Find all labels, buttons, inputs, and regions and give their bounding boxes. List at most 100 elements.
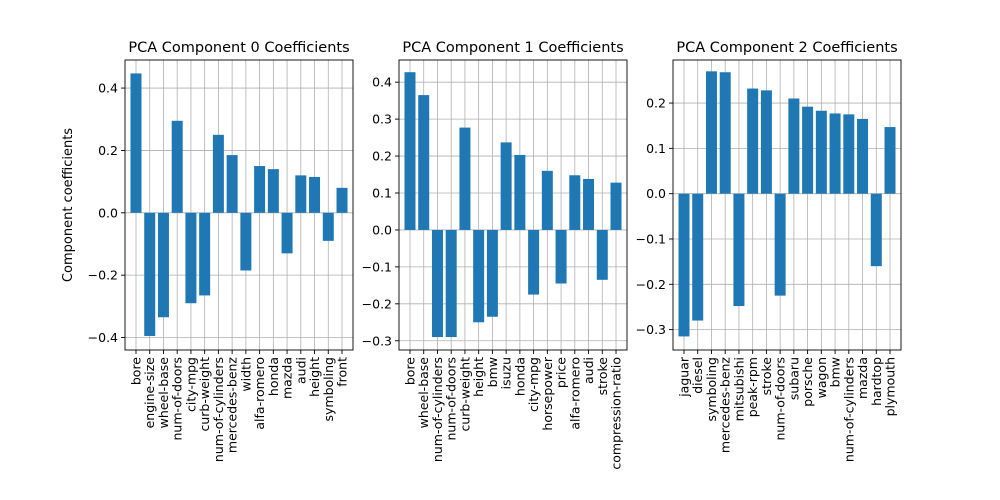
x-tick-label: width: [238, 357, 253, 391]
x-tick-label: price: [554, 357, 569, 388]
bar-height: [309, 176, 321, 213]
chart-panel-2: −0.3 −0.2 −0.1 0.0 0.1 0.2 jaguardieselsymboli…: [636, 40, 902, 462]
x-tick-label: honda: [512, 357, 527, 396]
y-tick-label: 0.2: [98, 143, 118, 158]
bar-num-of-doors: [171, 120, 183, 213]
bar-honda: [514, 154, 526, 230]
x-tick-label: jaguar: [676, 356, 691, 398]
bar-num-of-cylinders: [843, 114, 855, 194]
x-tick-label: num-of-cylinders: [211, 357, 226, 462]
bar-plymouth: [884, 127, 896, 194]
y-tick-label: 0.0: [372, 222, 392, 237]
bar-bore: [404, 72, 416, 230]
x-tick-label: mazda: [855, 357, 870, 399]
y-tick-label: 0.0: [98, 205, 118, 220]
bar-mazda: [281, 212, 293, 254]
y-tick-label: −0.2: [636, 277, 666, 292]
x-tick-label: wheel-base: [416, 357, 431, 429]
x-tick-label: curb-weight: [457, 357, 472, 432]
x-tick-label: city-mpg: [183, 357, 198, 412]
x-tick-label: mitsubishi: [731, 357, 746, 421]
bar-num-of-doors: [445, 229, 457, 338]
x-tick-label: front: [335, 357, 350, 387]
x-tick-label: peak-rpm: [745, 357, 760, 417]
chart-panel-1: −0.3 −0.2 −0.1 0.0 0.1 0.2 0.3 0.4 borewheel-bas…: [362, 40, 628, 470]
bar-city-mpg: [528, 229, 540, 295]
bar-width: [240, 212, 252, 271]
x-tick-label: num-of-doors: [170, 357, 185, 441]
x-tick-label: mercedes-benz: [718, 357, 733, 453]
bar-compression-ratio: [610, 182, 622, 230]
y-tick-label: 0.1: [646, 141, 666, 156]
x-tick-label: subaru: [786, 357, 801, 400]
axes-frame: [398, 59, 628, 351]
chart-title: PCA Component 2 Coefficients: [676, 40, 897, 56]
y-tick-label: −0.3: [636, 322, 666, 337]
bar-curb-weight: [199, 212, 211, 296]
x-tick-label: compression-ratio: [609, 357, 624, 470]
bar-num-of-cylinders: [431, 229, 443, 338]
x-tick-label: engine-size: [142, 357, 157, 429]
bar-jaguar: [678, 193, 690, 337]
bar-diesel: [692, 193, 704, 321]
bar-peak-rpm: [747, 88, 759, 194]
bar-price: [555, 229, 567, 284]
x-tick-label: audi: [293, 357, 308, 384]
bar-city-mpg: [185, 212, 197, 304]
bar-isuzu: [500, 142, 512, 230]
bar-audi: [583, 178, 595, 230]
bar-symboling: [322, 212, 334, 241]
y-tick-label: −0.2: [362, 296, 392, 311]
x-tick-label: num-of-doors: [444, 357, 459, 441]
x-tick-label: num-of-doors: [773, 357, 788, 441]
bar-stroke: [596, 229, 608, 280]
bar-alfa-romero: [569, 175, 581, 230]
bar-bmw: [829, 113, 841, 194]
bar-bmw: [486, 229, 498, 317]
x-tick-label: wheel-base: [156, 357, 171, 429]
y-tick-label: −0.4: [88, 330, 118, 345]
x-tick-label: alfa-romero: [567, 357, 582, 430]
bar-alfa-romero: [254, 166, 266, 213]
bar-height: [473, 229, 485, 323]
bar-wheel-base: [157, 212, 169, 318]
bar-mazda: [857, 118, 869, 194]
y-tick-label: 0.0: [646, 186, 666, 201]
bar-porsche: [802, 106, 814, 194]
x-tick-label: horsepower: [540, 356, 555, 430]
x-tick-label: plymouth: [883, 357, 898, 416]
x-tick-label: audi: [581, 357, 596, 384]
bar-curb-weight: [459, 127, 471, 230]
axes-frame: [124, 59, 354, 351]
y-tick-label: 0.4: [98, 81, 118, 96]
x-tick-label: honda: [266, 357, 281, 396]
y-tick-label: 0.2: [646, 96, 666, 111]
bar-mercedes-benz: [719, 72, 731, 194]
x-tick-label: symboling: [321, 357, 336, 421]
bar-num-of-cylinders: [212, 134, 224, 213]
chart-title: PCA Component 1 Coefficients: [402, 40, 623, 56]
bar-hardtop: [870, 193, 882, 267]
x-tick-label: diesel: [690, 357, 705, 394]
bar-audi: [295, 175, 307, 213]
x-tick-label: num-of-cylinders: [841, 357, 856, 462]
bar-honda: [267, 169, 279, 213]
x-tick-label: symboling: [704, 357, 719, 421]
bar-subaru: [788, 98, 800, 194]
x-tick-label: wagon: [814, 357, 829, 398]
y-axis-label: Component coefficients: [61, 128, 76, 282]
y-tick-label: 0.3: [372, 112, 392, 127]
y-tick-label: 0.2: [372, 149, 392, 164]
x-tick-label: bore: [402, 357, 417, 385]
x-tick-label: bmw: [485, 357, 500, 387]
bar-wheel-base: [418, 95, 430, 230]
x-tick-label: stroke: [759, 357, 774, 396]
bar-symboling: [705, 71, 717, 194]
x-tick-label: alfa-romero: [252, 357, 267, 430]
axes-frame: [672, 59, 902, 351]
x-tick-label: curb-weight: [197, 357, 212, 432]
chart-panel-0: −0.4 −0.2 0.0 0.2 0.4 boreengine-sizewheel-ba…: [61, 40, 354, 462]
bar-front: [336, 187, 348, 213]
